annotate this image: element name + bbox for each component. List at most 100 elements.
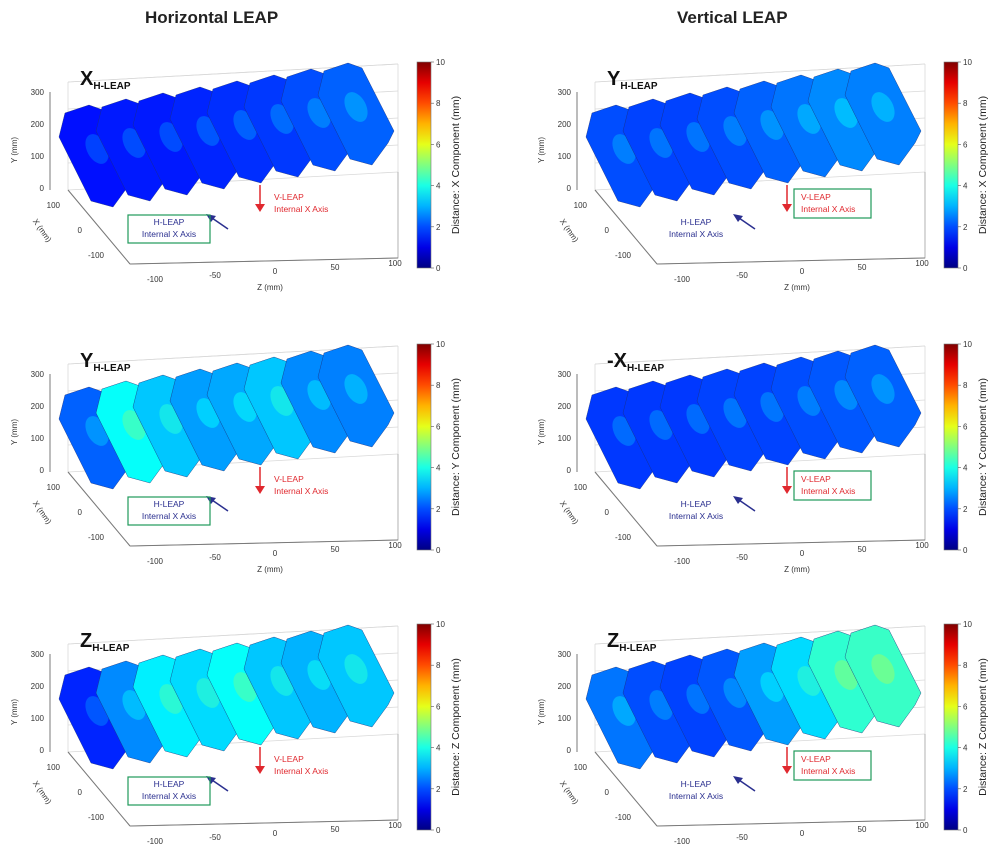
z-axis-label: Z (mm) <box>784 283 810 292</box>
z-tick-label: -100 <box>147 837 164 845</box>
y-axis-label: Y (mm) <box>10 419 19 445</box>
subplot-label: ZH-LEAP <box>80 630 130 654</box>
colorbar-tick-label: 0 <box>963 264 968 273</box>
z-tick-label: 50 <box>858 263 867 272</box>
colorbar-tick-label: 0 <box>963 826 968 835</box>
z-tick-label: -50 <box>736 553 748 562</box>
z-tick-label: -100 <box>147 557 164 566</box>
v-leap-axis-label: Internal X Axis <box>274 766 328 776</box>
v-leap-arrow-head <box>255 486 265 494</box>
colorbar-tick-label: 4 <box>963 464 968 473</box>
data-panel-highlight <box>344 92 368 122</box>
h-leap-axis-label: Internal X Axis <box>669 511 723 521</box>
z-tick-label: -100 <box>147 275 164 284</box>
x-tick-label: -100 <box>88 533 105 542</box>
z-axis-label: Z (mm) <box>784 565 810 574</box>
y-tick-label: 100 <box>31 434 45 443</box>
colorbar-tick-label: 8 <box>436 381 441 390</box>
y-tick-label: 300 <box>31 650 45 659</box>
h-leap-axis-label: Internal X Axis <box>142 511 196 521</box>
y-tick-label: 100 <box>31 714 45 723</box>
z-tick-label: 100 <box>388 821 402 830</box>
v-leap-label: V-LEAP <box>274 192 304 202</box>
y-tick-label: 200 <box>31 120 45 129</box>
h-leap-arrow-shaft <box>211 779 229 792</box>
x-tick-label: 0 <box>78 508 83 517</box>
data-panel-highlight <box>871 92 895 122</box>
h-leap-label: H-LEAP <box>681 779 712 789</box>
h-leap-arrow-shaft <box>211 217 229 230</box>
colorbar-tick-label: 10 <box>436 620 445 629</box>
h-leap-axis-label: Internal X Axis <box>142 229 196 239</box>
colorbar <box>943 623 959 831</box>
h-leap-axis-label: Internal X Axis <box>142 791 196 801</box>
z-tick-label: 0 <box>273 829 278 838</box>
subplot-label-main: Y <box>607 68 621 90</box>
x-axis-label: X (mm) <box>31 499 54 526</box>
z-tick-label: 50 <box>858 545 867 554</box>
data-panel-highlight <box>871 374 895 404</box>
y-tick-label: 300 <box>558 650 572 659</box>
z-tick-label: 50 <box>331 263 340 272</box>
colorbar-tick-label: 8 <box>963 661 968 670</box>
subplot-label-sub: H-LEAP <box>627 363 665 374</box>
y-axis-label: Y (mm) <box>537 419 546 445</box>
subplot-label-main: -X <box>607 350 628 372</box>
y-axis-label: Y (mm) <box>10 699 19 725</box>
z-axis-line <box>656 539 926 547</box>
v-leap-axis-label: Internal X Axis <box>801 766 855 776</box>
x-axis-line <box>594 751 658 827</box>
colorbar-tick-label: 10 <box>436 340 445 349</box>
v-leap-label: V-LEAP <box>274 754 304 764</box>
colorbar-tick-label: 2 <box>963 785 968 794</box>
colorbar-tick-label: 6 <box>436 140 441 149</box>
colorbar-tick-label: 0 <box>436 264 441 273</box>
h-leap-label: H-LEAP <box>681 499 712 509</box>
colorbar-tick-label: 4 <box>436 464 441 473</box>
v-leap-label: V-LEAP <box>801 192 831 202</box>
z-tick-label: -50 <box>736 271 748 280</box>
x-tick-label: -100 <box>615 533 632 542</box>
y-tick-label: 200 <box>558 682 572 691</box>
h-leap-axis-label: Internal X Axis <box>669 229 723 239</box>
x-tick-label: -100 <box>615 251 632 260</box>
x-tick-label: 0 <box>78 788 83 797</box>
v-leap-box <box>793 188 872 219</box>
colorbar-tick-label: 10 <box>436 58 445 67</box>
colorbar-tick-label: 8 <box>963 99 968 108</box>
subplot-label: YH-LEAP <box>607 68 658 92</box>
x-tick-label: 100 <box>47 201 61 210</box>
colorbar <box>416 343 432 551</box>
y-tick-label: 300 <box>31 370 45 379</box>
colorbar <box>943 343 959 551</box>
colorbar-tick-label: 6 <box>436 422 441 431</box>
h-leap-arrow-head <box>206 776 216 784</box>
colorbar-label: Distance: Y Component (mm) <box>977 378 989 516</box>
x-axis-label: X (mm) <box>558 217 581 244</box>
h-leap-arrow-head <box>206 214 216 222</box>
z-tick-label: 100 <box>388 259 402 268</box>
z-axis-label: Z (mm) <box>257 565 283 574</box>
x-tick-label: 0 <box>605 226 610 235</box>
v-leap-axis-label: Internal X Axis <box>801 486 855 496</box>
subplot-label: XH-LEAP <box>80 68 131 92</box>
z-tick-label: 50 <box>858 825 867 834</box>
colorbar-tick-label: 0 <box>436 546 441 555</box>
colorbar-label: Distance: X Component (mm) <box>977 96 989 234</box>
z-axis-line <box>656 257 926 265</box>
y-tick-label: 100 <box>558 714 572 723</box>
subplot-label-sub: H-LEAP <box>619 643 657 654</box>
y-tick-label: 200 <box>558 120 572 129</box>
h-leap-arrow-shaft <box>211 499 229 512</box>
z-tick-label: 100 <box>388 541 402 550</box>
y-axis-label: Y (mm) <box>537 137 546 163</box>
colorbar-tick-label: 8 <box>436 99 441 108</box>
x-axis-label: X (mm) <box>558 779 581 806</box>
colorbar-tick-label: 2 <box>436 223 441 232</box>
v-leap-axis-label: Internal X Axis <box>274 204 328 214</box>
h-leap-arrow-head <box>733 496 743 504</box>
h-leap-arrow-shaft <box>738 217 756 230</box>
